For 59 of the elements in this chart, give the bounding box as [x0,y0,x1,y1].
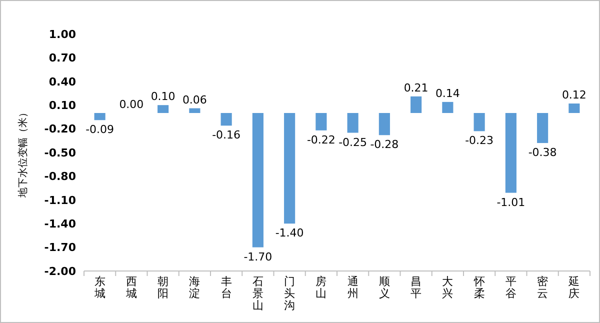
data-label: -1.01 [496,196,526,209]
bar [537,113,548,144]
x-tick-label: 怀柔 [472,275,485,300]
x-tick-label: 密云 [537,275,548,300]
y-tick-label: -0.80 [44,170,76,184]
x-tick-label: 西城 [124,275,137,300]
x-tick-label: 顺义 [378,275,390,300]
data-label: 0.14 [435,86,460,100]
y-tick-label: 0.40 [48,75,76,88]
x-tick-label: 大兴 [442,275,454,300]
data-label: 0.00 [119,98,144,111]
data-label: -1.40 [275,226,304,240]
data-label: -0.28 [370,138,399,152]
y-tick-label: -2.00 [44,264,76,278]
data-label: -0.09 [86,123,114,136]
data-label: -0.25 [338,136,368,149]
y-tick-label: 1.00 [48,28,76,41]
bar [252,113,264,248]
x-tick-label: 平谷 [505,275,516,300]
x-tick-label: 门头沟 [284,275,296,312]
data-label: 0.12 [562,88,586,102]
bar [378,113,390,136]
y-tick-label: -1.40 [44,217,76,230]
data-label: -0.22 [306,133,336,146]
x-tick-label: 丰台 [220,275,232,300]
bar [220,113,232,126]
x-tick-label: 昌平 [410,275,422,300]
data-label: 0.21 [404,81,428,94]
bar [442,102,454,113]
data-label: 0.10 [150,90,176,104]
bar [410,96,422,113]
bar [158,105,169,113]
bar [347,113,358,133]
y-tick-label: 0.10 [48,98,76,112]
data-label: -0.38 [528,146,557,160]
bar [505,113,516,193]
y-tick-label: -0.20 [44,122,76,136]
y-tick-label: -0.50 [44,146,76,160]
x-tick-label: 石景山 [252,275,264,312]
x-tick-label: 房山 [316,275,327,300]
x-tick-label: 延庆 [568,275,580,300]
bar [284,113,296,224]
bar [94,113,106,120]
x-tick-label: 通州 [347,275,358,300]
data-label: -1.70 [244,250,272,264]
bar [189,108,200,113]
y-axis-title: 地下水位变幅（米） [17,108,29,198]
y-tick-label: -1.10 [44,194,76,207]
y-tick-label: -1.70 [44,241,76,254]
bar [568,104,580,113]
x-tick-label: 朝阳 [158,275,169,300]
data-label: -0.23 [465,134,494,148]
y-tick-label: 0.70 [48,52,76,65]
data-label: 0.06 [182,93,207,106]
x-tick-label: 东城 [93,275,106,300]
bar [474,113,485,132]
data-label: -0.16 [212,128,241,142]
x-tick-label: 海淀 [189,275,200,300]
bar [316,113,327,130]
